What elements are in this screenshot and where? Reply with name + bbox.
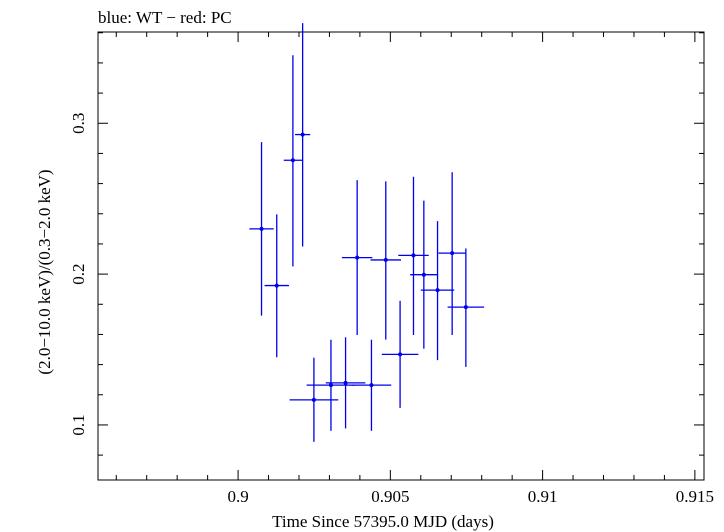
point-marker — [311, 397, 316, 402]
data-point — [264, 214, 289, 358]
data-point — [420, 221, 455, 361]
data-point — [325, 337, 366, 429]
data-point — [341, 180, 373, 336]
x-tick-label: 0.9 — [227, 487, 248, 506]
data-point — [438, 172, 466, 336]
data-point — [370, 181, 401, 340]
y-tick-label: 0.2 — [69, 263, 88, 284]
point-marker — [411, 253, 416, 258]
data-point — [410, 200, 438, 349]
point-marker — [290, 158, 295, 163]
data-point — [351, 339, 392, 431]
data-point — [289, 357, 339, 442]
data-points — [249, 23, 485, 442]
point-marker — [463, 305, 468, 310]
x-axis-label: Time Since 57395.0 MJD (days) — [272, 512, 494, 531]
plot-frame — [97, 31, 705, 481]
point-marker — [383, 257, 388, 262]
point-marker — [450, 251, 455, 256]
point-marker — [259, 226, 264, 231]
y-tick-label: 0.1 — [69, 414, 88, 435]
data-point — [447, 248, 485, 367]
data-point — [381, 300, 419, 408]
x-tick-label: 0.915 — [676, 487, 714, 506]
y-tick-label: 0.3 — [69, 113, 88, 134]
x-tick-label: 0.905 — [371, 487, 409, 506]
point-marker — [343, 380, 348, 385]
point-marker — [300, 132, 305, 137]
data-point — [306, 339, 356, 431]
data-point — [295, 23, 311, 247]
point-marker — [355, 255, 360, 260]
point-marker — [421, 272, 426, 277]
data-point — [249, 142, 274, 316]
x-tick-label: 0.91 — [528, 487, 558, 506]
y-axis-label: (2.0−10.0 keV)/(0.3−2.0 keV) — [35, 169, 54, 374]
point-marker — [398, 352, 403, 357]
chart-title: blue: WT − red: PC — [98, 8, 232, 27]
data-point — [283, 55, 303, 267]
point-marker — [328, 383, 333, 388]
point-marker — [274, 283, 279, 288]
point-marker — [435, 288, 440, 293]
axis-ticks: 0.9 0.905 0.91 0.915 0.1 0.2 0.3 — [69, 32, 714, 506]
point-marker — [369, 383, 374, 388]
